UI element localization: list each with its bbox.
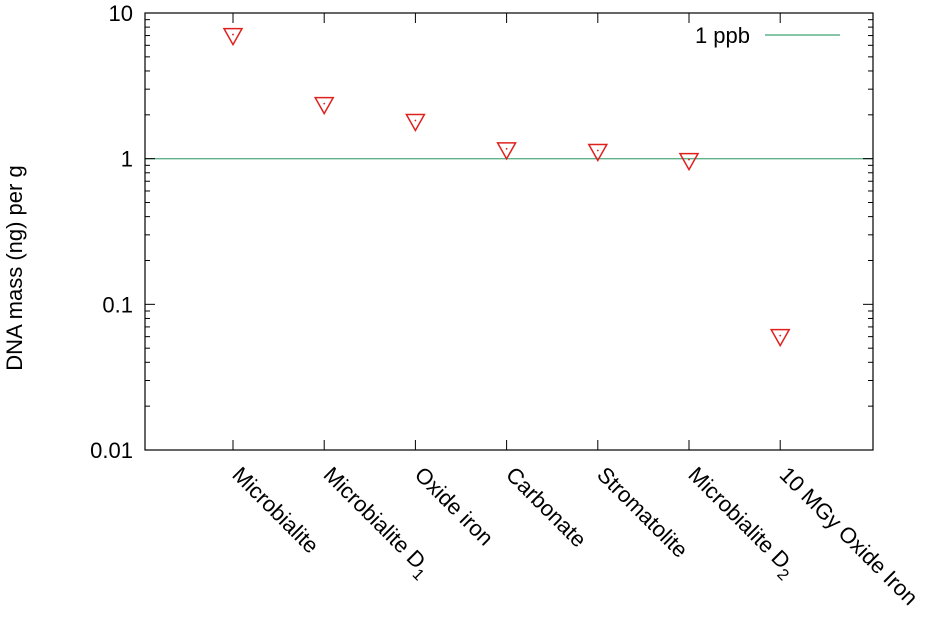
- y-tick-label: 1: [121, 147, 133, 172]
- data-point-center: [505, 147, 508, 150]
- data-point-center: [779, 334, 782, 337]
- data-point-center: [688, 158, 690, 161]
- x-tick-label: Stromatolite: [592, 462, 693, 563]
- data-point-center: [414, 119, 417, 122]
- x-tick-label: Carbonate: [501, 462, 591, 552]
- x-tick-label-text: Oxide iron: [410, 462, 499, 551]
- data-point-center: [596, 149, 599, 152]
- data-point: [222, 27, 244, 47]
- legend-label: 1 ppb: [695, 23, 750, 48]
- data-points: [222, 27, 791, 348]
- data-point: [313, 96, 335, 116]
- x-tick-label: Oxide iron: [410, 462, 499, 551]
- data-point-center: [323, 102, 326, 105]
- y-tick-label: 10: [109, 1, 133, 26]
- data-point: [405, 113, 426, 133]
- y-tick-label: 0.01: [90, 438, 133, 463]
- x-tick-label-text: 10 MGy Oxide Iron: [775, 462, 923, 610]
- data-point: [587, 143, 609, 163]
- data-point: [678, 152, 700, 172]
- y-tick-label: 0.1: [102, 292, 133, 317]
- y-ticks: 0.01 0.1 1 10: [90, 1, 873, 463]
- data-point: [496, 142, 517, 161]
- plot-frame: [144, 12, 874, 451]
- x-tick-label: Microbialite: [227, 462, 323, 558]
- x-tick-label: 10 MGy Oxide Iron: [775, 462, 923, 610]
- data-point: [769, 328, 791, 348]
- data-point-center: [232, 33, 234, 36]
- legend: 1 ppb: [695, 23, 840, 48]
- axes: [144, 12, 874, 451]
- y-axis-label: DNA mass (ng) per g: [2, 165, 27, 370]
- x-tick-label-text: Stromatolite: [592, 462, 693, 563]
- x-tick-label-text: Microbialite: [227, 462, 323, 558]
- x-tick-label-text: Carbonate: [501, 462, 591, 552]
